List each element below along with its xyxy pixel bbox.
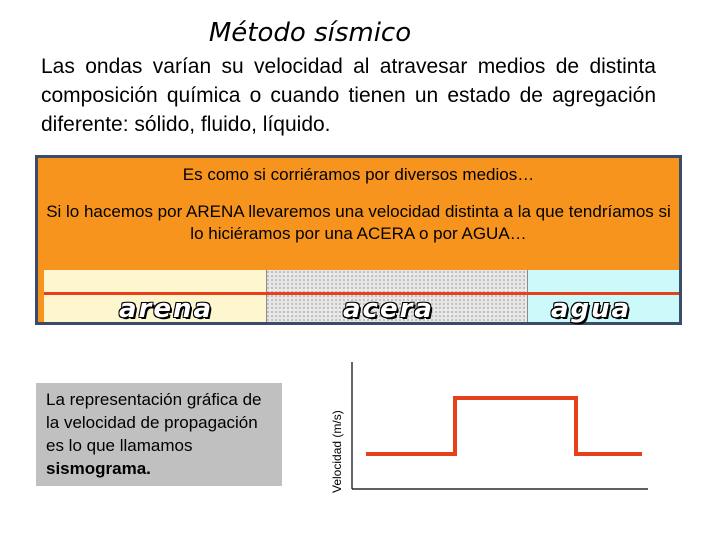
arena-strip	[44, 270, 266, 322]
agua-strip	[527, 270, 679, 322]
media-panel: Es como si corriéramos por diversos medi…	[35, 155, 682, 325]
caption-text: La representación gráfica de la velocida…	[46, 388, 278, 480]
panel-heading: Es como si corriéramos por diversos medi…	[182, 165, 535, 184]
panel-explanation: Si lo hacemos por ARENA llevaremos una v…	[46, 202, 671, 243]
agua-label: agua	[551, 294, 632, 324]
caption-body: La representación gráfica de la velocida…	[46, 390, 262, 455]
seismogram-chart	[351, 362, 648, 490]
strip-divider	[266, 270, 267, 322]
acera-strip	[266, 270, 527, 322]
caption-box: La representación gráfica de la velocida…	[36, 383, 282, 486]
y-axis-label: Velocidad (m/s)	[330, 410, 344, 493]
arena-label: arena	[119, 294, 214, 324]
slide-title: Método sísmico	[208, 18, 412, 48]
velocity-trace	[366, 396, 642, 456]
strip-divider	[527, 270, 528, 322]
intro-paragraph: Las ondas varían su velocidad al atraves…	[41, 55, 656, 136]
caption-keyword: sismograma.	[46, 459, 151, 478]
path-line	[44, 292, 679, 295]
acera-label: acera	[343, 294, 434, 324]
